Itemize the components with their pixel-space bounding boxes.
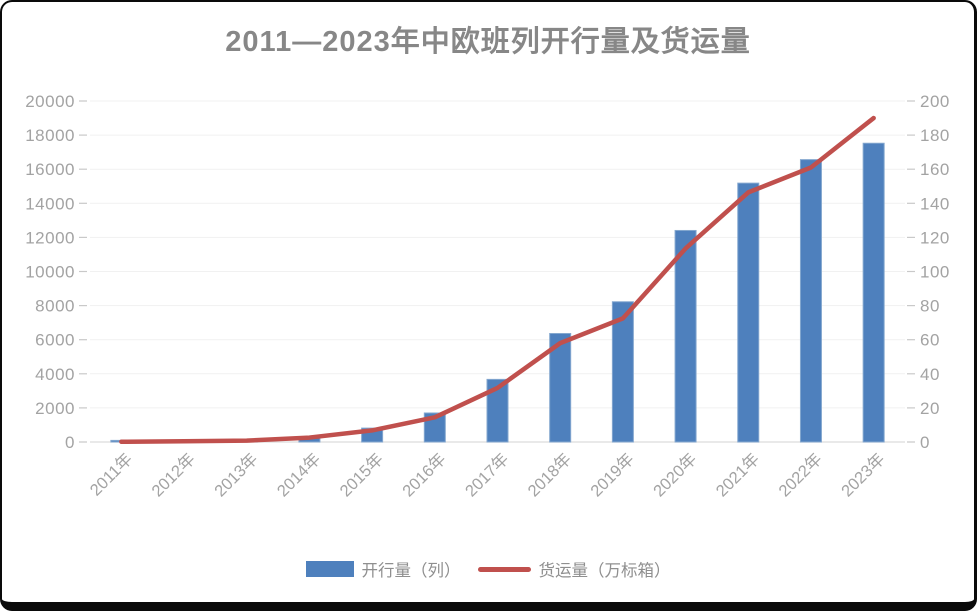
y-axis-label-right: 100 [920, 263, 950, 282]
x-axis-label-2013年: 2013年 [210, 449, 261, 500]
legend: 开行量（列） 货运量（万标箱） [2, 557, 974, 581]
y-axis-label-right: 0 [920, 433, 930, 452]
y-axis-label-right: 60 [920, 331, 940, 350]
y-axis-label-left: 16000 [25, 160, 75, 179]
y-axis-label-right: 20 [920, 399, 940, 418]
y-axis-label-right: 80 [920, 297, 940, 316]
x-axis-label-2023年: 2023年 [837, 449, 888, 500]
chart-title: 2011—2023年中欧班列开行量及货运量 [225, 26, 751, 58]
x-axis-label-2011年: 2011年 [86, 449, 136, 499]
legend-item-trains: 开行量（列） [305, 557, 461, 581]
y-axis-label-right: 140 [920, 194, 950, 213]
line-series-swatch-icon [477, 566, 531, 572]
y-axis-label-left: 12000 [25, 228, 75, 247]
x-axis-label-2016年: 2016年 [399, 449, 450, 500]
x-axis-label-2015年: 2015年 [336, 449, 387, 500]
x-axis-label-2022年: 2022年 [775, 449, 826, 500]
bar-2020年 [674, 229, 697, 443]
legend-label-freight: 货运量（万标箱） [538, 562, 671, 580]
y-axis-label-left: 6000 [35, 331, 75, 350]
legend-label-trains: 开行量（列） [361, 562, 461, 580]
y-axis-label-left: 0 [65, 433, 75, 452]
x-axis-label-2014年: 2014年 [273, 449, 324, 500]
y-axis-label-left: 10000 [25, 263, 75, 282]
bar-2018年 [549, 333, 572, 443]
bar-2022年 [799, 159, 822, 443]
y-axis-label-right: 40 [920, 365, 940, 384]
x-axis-label-2021年: 2021年 [712, 449, 763, 500]
bar-2023年 [862, 142, 885, 443]
x-axis-label-2020年: 2020年 [649, 449, 700, 500]
freight-line [119, 115, 876, 445]
y-axis-label-left: 8000 [35, 297, 75, 316]
y-axis-label-left: 20000 [25, 92, 75, 111]
x-axis-label-2018年: 2018年 [524, 449, 575, 500]
y-axis-label-right: 120 [920, 228, 950, 247]
y-axis-label-left: 4000 [35, 365, 75, 384]
y-axis-label-left: 2000 [35, 399, 75, 418]
bar-2021年 [737, 182, 760, 443]
bar-2017年 [486, 378, 509, 443]
y-axis-label-left: 18000 [25, 126, 75, 145]
y-axis-label-right: 160 [920, 160, 950, 179]
y-axis-label-right: 180 [920, 126, 950, 145]
bar-2019年 [611, 301, 634, 443]
y-axis-label-right: 200 [920, 92, 950, 111]
x-axis-label-2019年: 2019年 [587, 449, 638, 500]
legend-item-freight: 货运量（万标箱） [477, 557, 671, 581]
x-axis-label-2017年: 2017年 [461, 449, 512, 500]
bar-series-swatch-icon [305, 561, 354, 577]
y-axis-label-left: 14000 [25, 194, 75, 213]
x-axis-label-2012年: 2012年 [148, 449, 199, 500]
